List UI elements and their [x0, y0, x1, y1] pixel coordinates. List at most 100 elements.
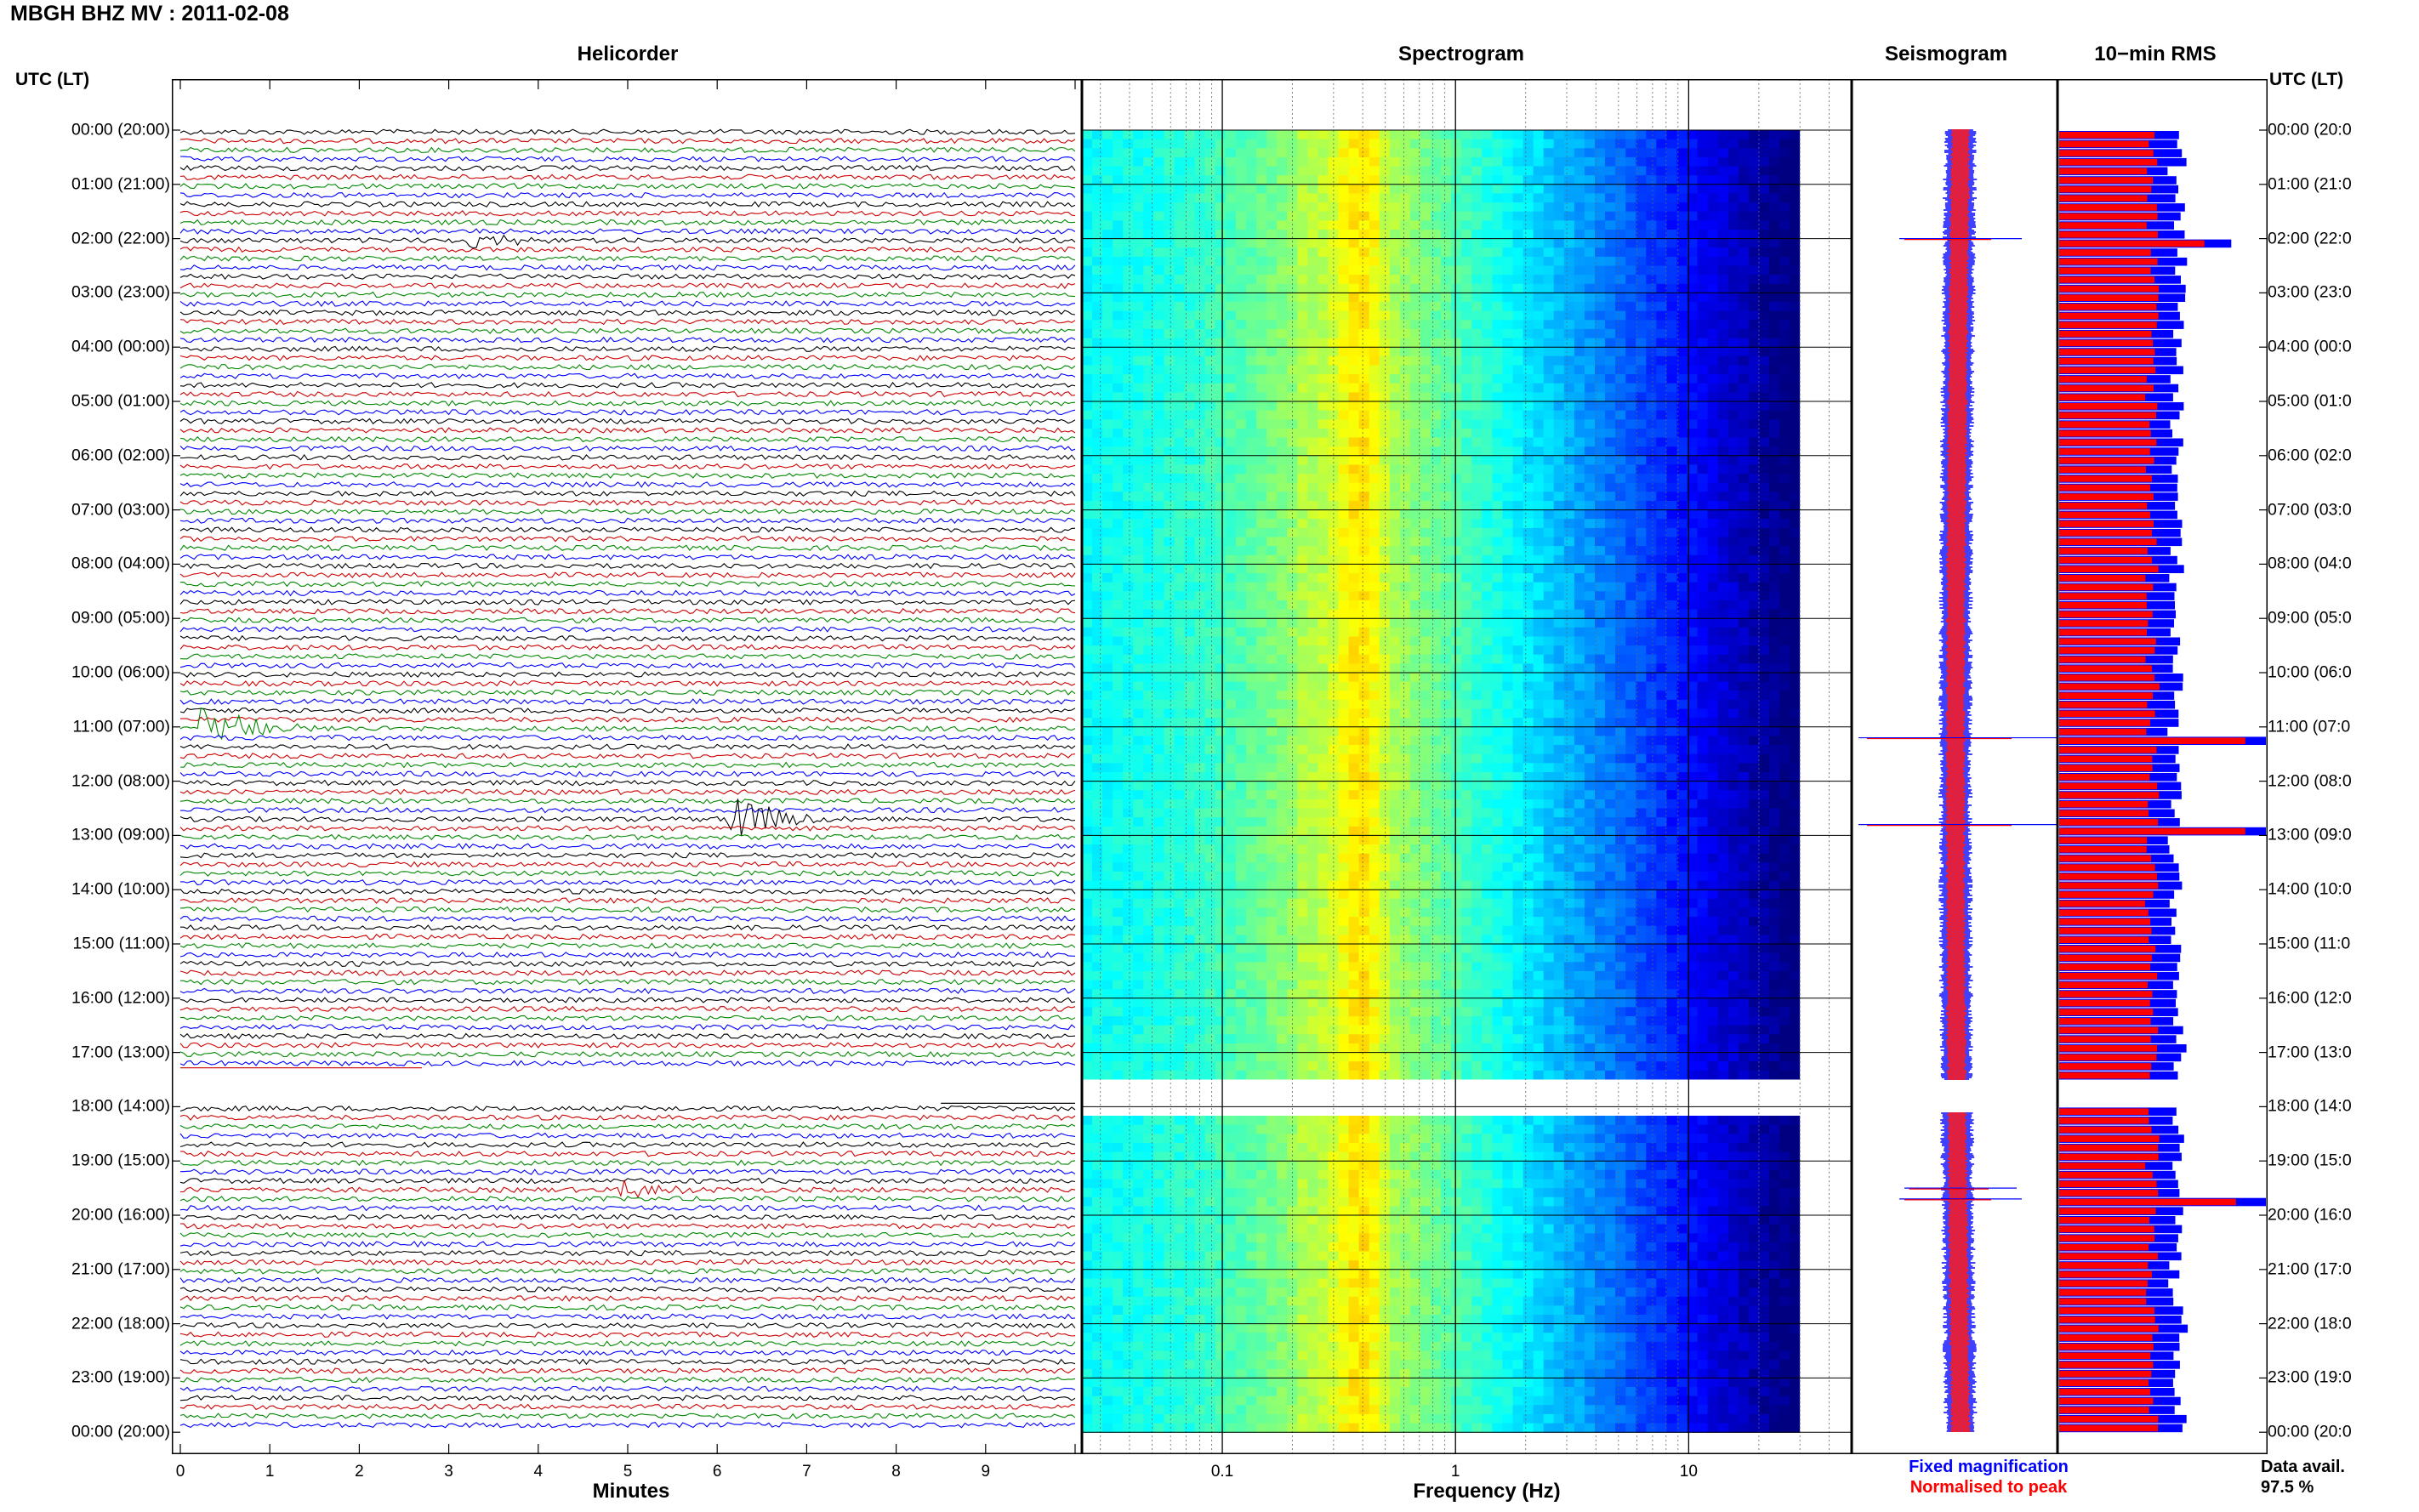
spectrogram-cell — [1615, 681, 1626, 691]
spectrogram-cell — [1420, 238, 1431, 248]
spectrogram-cell — [1574, 501, 1585, 511]
spectrogram-cell — [1707, 247, 1719, 258]
spectrogram-cell — [1717, 482, 1729, 492]
spectrogram-cell — [1287, 238, 1298, 248]
spectrogram-cell — [1164, 509, 1175, 520]
spectrogram-cell — [1492, 627, 1504, 637]
spectrogram-cell — [1748, 627, 1760, 637]
spectrogram-cell — [1482, 501, 1493, 511]
spectrogram-cell — [1215, 554, 1227, 565]
spectrogram-cell — [1727, 474, 1739, 484]
spectrogram-cell — [1584, 564, 1596, 574]
spectrogram-cell — [1605, 537, 1616, 547]
spectrogram-cell — [1389, 627, 1401, 637]
spectrogram-cell — [1389, 492, 1401, 502]
spectrogram-cell — [1492, 293, 1504, 303]
spectrogram-cell — [1758, 166, 1770, 176]
spectrogram-cell — [1194, 283, 1206, 293]
spectrogram-cell — [1307, 419, 1318, 429]
spectrogram-cell — [1543, 482, 1555, 492]
spectrogram-cell — [1318, 374, 1329, 384]
spectrogram-cell — [1605, 220, 1616, 230]
spectrogram-cell — [1256, 437, 1267, 447]
spectrogram-cell — [1318, 482, 1329, 492]
spectrogram-cell — [1133, 708, 1144, 719]
spectrogram-cell — [1646, 600, 1657, 611]
spectrogram-cell — [1553, 455, 1565, 465]
spectrogram-cell — [1369, 392, 1380, 402]
spectrogram-cell — [1389, 691, 1401, 701]
spectrogram-cell — [1184, 446, 1196, 457]
spectrogram-cell — [1358, 573, 1370, 583]
spectrogram-cell — [1225, 645, 1237, 656]
spectrogram-cell — [1256, 265, 1267, 276]
spectrogram-cell — [1492, 645, 1504, 656]
spectrogram-cell — [1656, 247, 1667, 258]
spectrogram-cell — [1399, 527, 1411, 538]
spectrogram-cell — [1717, 419, 1729, 429]
spectrogram-cell — [1092, 663, 1103, 674]
spectrogram-cell — [1235, 283, 1247, 293]
spectrogram-cell — [1461, 564, 1472, 574]
spectrogram-cell — [1399, 455, 1411, 465]
spectrogram-cell — [1164, 283, 1175, 293]
spectrogram-cell — [1297, 211, 1308, 221]
spectrogram-cell — [1174, 437, 1186, 447]
spectrogram-cell — [1717, 293, 1729, 303]
spectrogram-cell — [1512, 347, 1524, 357]
spectrogram-cell — [1369, 681, 1380, 691]
helicorder-trace — [179, 825, 1076, 832]
spectrogram-cell — [1328, 654, 1340, 664]
spectrogram-cell — [1409, 247, 1421, 258]
spectrogram-cell — [1779, 419, 1790, 429]
helicorder-trace — [179, 445, 1076, 452]
spectrogram-cell — [1727, 419, 1739, 429]
spectrogram-cell — [1636, 455, 1647, 465]
spectrogram-cell — [1318, 464, 1329, 475]
spectrogram-cell — [1235, 627, 1247, 637]
spectrogram-cell — [1656, 355, 1667, 366]
spectrogram-cell — [1533, 166, 1545, 176]
spectrogram-cell — [1482, 618, 1493, 628]
spectrogram-cell — [1338, 509, 1350, 520]
spectrogram-cell — [1184, 708, 1196, 719]
spectrogram-cell — [1646, 328, 1657, 339]
spectrogram-cell — [1379, 283, 1391, 293]
spectrogram-cell — [1092, 247, 1103, 258]
spectrogram-cell — [1102, 627, 1113, 637]
spectrogram-cell — [1092, 283, 1103, 293]
spectrogram-cell — [1451, 184, 1462, 194]
spectrogram-cell — [1184, 211, 1196, 221]
spectrogram-cell — [1563, 609, 1575, 619]
spectrogram-cell — [1748, 663, 1760, 674]
spectrogram-cell — [1092, 374, 1103, 384]
spectrogram-cell — [1266, 238, 1278, 248]
spectrogram-cell — [1697, 673, 1709, 683]
spectrogram-cell — [1779, 130, 1790, 140]
spectrogram-cell — [1204, 681, 1216, 691]
spectrogram-cell — [1717, 636, 1729, 646]
spectrogram-cell — [1502, 328, 1514, 339]
spectrogram-cell — [1194, 328, 1206, 339]
spectrogram-cell — [1512, 166, 1524, 176]
spectrogram-cell — [1235, 365, 1247, 375]
spectrogram-cell — [1102, 293, 1113, 303]
spectrogram-cell — [1748, 148, 1760, 158]
spectrogram-cell — [1697, 537, 1709, 547]
spectrogram-cell — [1512, 636, 1524, 646]
spectrogram-cell — [1369, 410, 1380, 420]
spectrogram-cell — [1204, 310, 1216, 321]
spectrogram-cell — [1646, 699, 1657, 710]
spectrogram-cell — [1625, 673, 1636, 683]
spectrogram-cell — [1492, 726, 1504, 736]
spectrogram-cell — [1204, 482, 1216, 492]
spectrogram-cell — [1235, 519, 1247, 529]
spectrogram-cell — [1625, 247, 1636, 258]
spectrogram-cell — [1133, 636, 1144, 646]
spectrogram-cell — [1502, 699, 1514, 710]
spectrogram-cell — [1563, 265, 1575, 276]
spectrogram-cell — [1502, 184, 1514, 194]
spectrogram-cell — [1174, 193, 1186, 203]
helicorder-trace — [179, 1050, 1076, 1058]
spectrogram-cell — [1348, 519, 1360, 529]
